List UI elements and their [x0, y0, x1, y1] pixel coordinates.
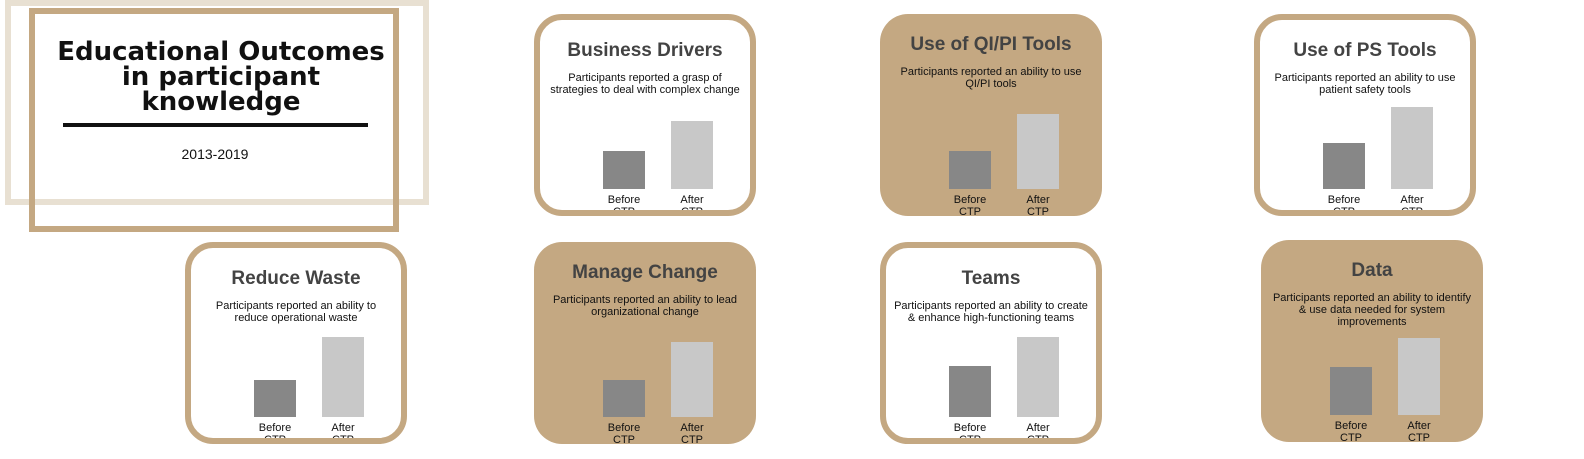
chart-card-reduce-waste: Reduce Waste Participants reported an ab…: [185, 242, 407, 444]
chart-subtitle: Participants reported an ability to lead…: [552, 294, 738, 318]
chart-title: Reduce Waste: [231, 268, 361, 289]
chart-title: Use of QI/PI Tools: [910, 34, 1072, 55]
chart-subtitle: Participants reported an ability to crea…: [894, 300, 1088, 324]
bar-after-ctp: [1398, 338, 1440, 415]
chart-card-qi-pi-tools: Use of QI/PI Tools Participants reported…: [880, 14, 1102, 216]
chart-subtitle: Participants reported an ability to iden…: [1272, 292, 1472, 328]
chart-title: Manage Change: [572, 262, 718, 283]
title-divider: [63, 123, 368, 127]
bar-after-ctp: [1017, 337, 1059, 417]
chart-subtitle: Participants reported an ability to use …: [900, 66, 1082, 90]
chart-card-data: Data Participants reported an ability to…: [1261, 240, 1483, 442]
chart-card-business-drivers: Business Drivers Participants reported a…: [534, 14, 756, 216]
bar-after-ctp: [322, 337, 364, 417]
chart-title: Use of PS Tools: [1293, 40, 1437, 61]
chart-title: Business Drivers: [567, 40, 723, 61]
bar-before-ctp: [1330, 367, 1372, 415]
bar-before-ctp: [1323, 143, 1365, 189]
bar-before-ctp: [603, 151, 645, 189]
bar-after-ctp: [671, 342, 713, 417]
page-title-line-2: in participant knowledge: [121, 62, 321, 117]
bar-after-ctp: [1391, 107, 1433, 189]
title-frame: [29, 8, 399, 232]
title-frame-decor: [5, 0, 429, 205]
chart-subtitle: Participants reported an ability to redu…: [215, 300, 377, 324]
bar-before-ctp: [949, 151, 991, 189]
bar-before-ctp: [254, 380, 296, 417]
date-range: 2013-2019: [181, 146, 249, 162]
chart-title: Data: [1351, 260, 1393, 281]
chart-title: Teams: [961, 268, 1021, 289]
chart-card-teams: Teams Participants reported an ability t…: [880, 242, 1102, 444]
chart-card-ps-tools: Use of PS Tools Participants reported an…: [1254, 14, 1476, 216]
bar-before-ctp: [603, 380, 645, 417]
bar-after-ctp: [671, 121, 713, 189]
chart-subtitle: Participants reported a grasp of strateg…: [550, 72, 740, 96]
bar-before-ctp: [949, 366, 991, 417]
chart-subtitle: Participants reported an ability to use …: [1274, 72, 1456, 96]
page-title: Educational Outcomes in participant know…: [40, 37, 402, 117]
chart-card-manage-change: Manage Change Participants reported an a…: [534, 242, 756, 444]
bar-after-ctp: [1017, 114, 1059, 189]
page-title-line-1: Educational Outcomes: [57, 37, 385, 67]
